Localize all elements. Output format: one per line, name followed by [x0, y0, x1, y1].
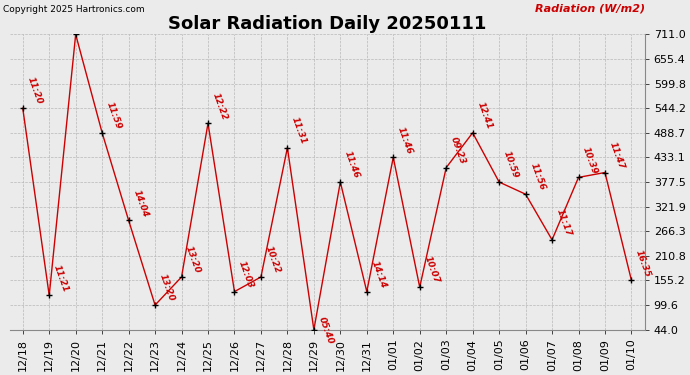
- Text: 10:59: 10:59: [502, 150, 520, 180]
- Text: 11:46: 11:46: [396, 125, 414, 155]
- Text: 11:21: 11:21: [52, 263, 70, 293]
- Text: Radiation (W/m2): Radiation (W/m2): [535, 4, 644, 14]
- Text: 13:20: 13:20: [184, 245, 202, 275]
- Text: 11:20: 11:20: [26, 76, 43, 106]
- Text: 14:14: 14:14: [369, 260, 388, 290]
- Text: 11:31: 11:31: [290, 116, 308, 146]
- Text: 11:46: 11:46: [343, 150, 362, 180]
- Text: 05:40: 05:40: [317, 315, 335, 345]
- Text: Copyright 2025 Hartronics.com: Copyright 2025 Hartronics.com: [3, 5, 145, 14]
- Text: 11:56: 11:56: [529, 162, 546, 192]
- Text: 11:59: 11:59: [105, 100, 123, 130]
- Text: 12:41: 12:41: [475, 100, 493, 130]
- Title: Solar Radiation Daily 20250111: Solar Radiation Daily 20250111: [168, 15, 486, 33]
- Text: 16:35: 16:35: [634, 248, 652, 278]
- Text: 14:04: 14:04: [131, 188, 150, 218]
- Text: 09:23: 09:23: [448, 135, 467, 165]
- Text: 12:03: 12:03: [237, 260, 255, 290]
- Text: 10:07: 10:07: [422, 255, 441, 285]
- Text: 12:22: 12:22: [210, 91, 229, 121]
- Text: 13:20: 13:20: [158, 273, 176, 303]
- Text: 11:47: 11:47: [608, 140, 626, 170]
- Text: 10:39: 10:39: [581, 145, 600, 175]
- Text: 10:22: 10:22: [264, 245, 282, 275]
- Text: 11:17: 11:17: [555, 208, 573, 238]
